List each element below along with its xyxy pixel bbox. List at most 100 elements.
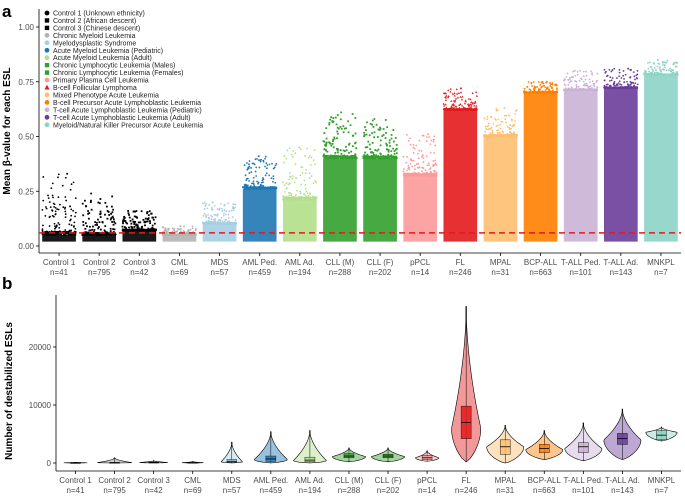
scatter-group-cll-m- — [322, 111, 358, 242]
scatter-point — [611, 77, 614, 79]
scatter-point — [151, 224, 154, 227]
scatter-point — [105, 233, 108, 236]
scatter-point — [208, 203, 211, 206]
scatter-point — [619, 83, 621, 86]
scatter-point — [576, 73, 579, 76]
scatter-point — [299, 192, 302, 195]
scatter-point — [84, 234, 86, 236]
scatter-point — [592, 84, 595, 87]
scatter-point — [376, 155, 379, 157]
scatter-point — [422, 172, 425, 175]
scatter-point — [309, 197, 312, 200]
scatter-point — [219, 222, 221, 224]
scatter-point — [567, 83, 570, 86]
scatter-point — [434, 162, 437, 165]
scatter-point — [499, 134, 502, 137]
scatter-point — [551, 83, 554, 86]
scatter-point — [129, 220, 132, 222]
scatter-point — [449, 90, 452, 93]
scatter-point — [577, 85, 580, 88]
scatter-point — [418, 173, 421, 175]
scatter-point — [412, 143, 415, 146]
scatter-point — [41, 209, 44, 211]
scatter-point — [432, 140, 435, 143]
scatter-point — [414, 173, 417, 176]
scatter-point — [457, 92, 460, 95]
scatter-point — [622, 70, 625, 72]
scatter-point — [46, 233, 49, 236]
scatter-point — [234, 206, 237, 209]
scatter-group-control-3 — [121, 209, 157, 242]
scatter-point — [484, 134, 487, 137]
scatter-point — [526, 91, 528, 94]
scatter-point — [57, 196, 60, 199]
scatter-point — [591, 73, 594, 76]
scatter-point — [127, 210, 130, 212]
scatter-point — [328, 141, 330, 144]
scatter-point — [553, 83, 556, 86]
scatter-point — [414, 168, 416, 171]
scatter-point — [336, 126, 339, 129]
scatter-point — [339, 156, 341, 158]
scatter-point — [379, 139, 382, 142]
scatter-point — [93, 228, 96, 231]
scatter-point — [652, 69, 655, 72]
scatter-point — [302, 197, 305, 200]
scatter-point — [549, 82, 551, 84]
scatter-point — [395, 147, 398, 150]
scatter-point — [289, 171, 292, 174]
scatter-point — [253, 183, 255, 186]
scatter-point — [409, 162, 412, 165]
scatter-point — [403, 173, 406, 176]
scatter-point — [86, 225, 88, 228]
scatter-point — [333, 157, 336, 160]
scatter-point — [94, 224, 97, 226]
scatter-point — [430, 139, 433, 142]
scatter-point — [384, 137, 387, 139]
scatter-dense-band — [403, 175, 438, 242]
scatter-point — [523, 91, 525, 93]
scatter-point — [221, 222, 224, 224]
scatter-point — [425, 136, 428, 138]
scatter-point — [372, 152, 375, 154]
scatter-point — [663, 64, 666, 66]
scatter-point — [70, 229, 73, 232]
scatter-point — [293, 181, 296, 184]
scatter-point — [546, 90, 548, 93]
scatter-point — [421, 166, 423, 169]
scatter-point — [412, 146, 415, 149]
scatter-point — [144, 229, 146, 232]
scatter-point — [194, 233, 197, 236]
scatter-group-mpal — [482, 107, 519, 242]
scatter-point — [216, 213, 219, 216]
scatter-point — [651, 68, 654, 71]
scatter-point — [629, 76, 631, 79]
scatter-point — [379, 126, 381, 129]
scatter-point — [131, 218, 134, 221]
scatter-point — [99, 210, 102, 213]
scatter-point — [392, 147, 395, 150]
scatter-point — [59, 203, 61, 206]
scatter-point — [511, 125, 514, 128]
scatter-point — [331, 157, 334, 160]
scatter-point — [612, 86, 615, 89]
scatter-point — [435, 173, 438, 175]
scatter-point — [245, 179, 248, 182]
scatter-point — [340, 152, 343, 155]
scatter-point — [304, 183, 307, 186]
scatter-point — [508, 127, 511, 129]
scatter-point — [133, 223, 136, 226]
scatter-point — [299, 198, 302, 201]
scatter-point — [674, 74, 676, 76]
scatter-point — [204, 214, 207, 217]
scatter-point — [556, 91, 558, 94]
scatter-point — [217, 221, 220, 224]
scatter-point — [461, 108, 464, 111]
scatter-point — [483, 117, 486, 120]
scatter-point — [74, 197, 77, 200]
scatter-point — [325, 156, 327, 159]
scatter-point — [475, 94, 478, 97]
scatter-point — [294, 163, 297, 166]
scatter-point — [255, 166, 258, 169]
scatter-point — [147, 214, 150, 217]
